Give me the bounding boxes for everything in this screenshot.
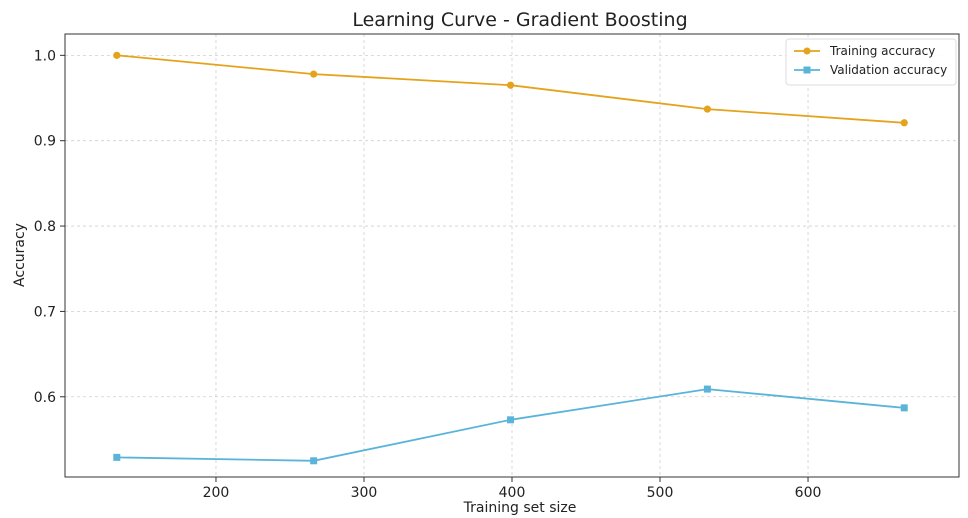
- x-tick-label: 400: [499, 485, 526, 501]
- training-accuracy-point: [113, 51, 121, 59]
- axis-ticks: 200 300 400 500 600 0.6 0.7 0.8 0.9 1.0: [34, 48, 822, 501]
- validation-accuracy-point: [900, 404, 908, 412]
- validation-accuracy-point: [113, 453, 121, 461]
- x-tick-label: 300: [351, 485, 378, 501]
- y-tick-label: 0.9: [34, 134, 56, 150]
- training-accuracy-point: [310, 70, 318, 78]
- grid: [65, 34, 959, 477]
- validation-accuracy-point: [703, 385, 711, 393]
- legend-label-training: Training accuracy: [829, 44, 935, 58]
- legend: Training accuracy Validation accuracy: [785, 38, 957, 86]
- legend-marker-validation: [803, 66, 811, 74]
- x-tick-label: 200: [203, 485, 230, 501]
- x-axis-label: Training set size: [463, 500, 577, 516]
- y-tick-label: 1.0: [34, 48, 56, 64]
- y-axis-label: Accuracy: [12, 223, 28, 287]
- x-tick-label: 500: [647, 485, 674, 501]
- y-tick-label: 0.8: [34, 219, 56, 235]
- legend-marker-training: [803, 47, 811, 55]
- y-tick-label: 0.7: [34, 304, 56, 320]
- training-accuracy-point: [703, 105, 711, 113]
- validation-accuracy-point: [507, 416, 515, 424]
- y-tick-label: 0.6: [34, 390, 56, 406]
- legend-box: [785, 38, 957, 86]
- chart-title: Learning Curve - Gradient Boosting: [352, 9, 687, 31]
- validation-accuracy-point: [310, 457, 318, 465]
- x-tick-label: 600: [795, 485, 822, 501]
- training-accuracy-point: [900, 119, 908, 127]
- series-layer: [113, 51, 908, 465]
- training-accuracy-point: [506, 81, 515, 89]
- legend-label-validation: Validation accuracy: [830, 63, 947, 77]
- validation-accuracy-line: [116, 388, 905, 462]
